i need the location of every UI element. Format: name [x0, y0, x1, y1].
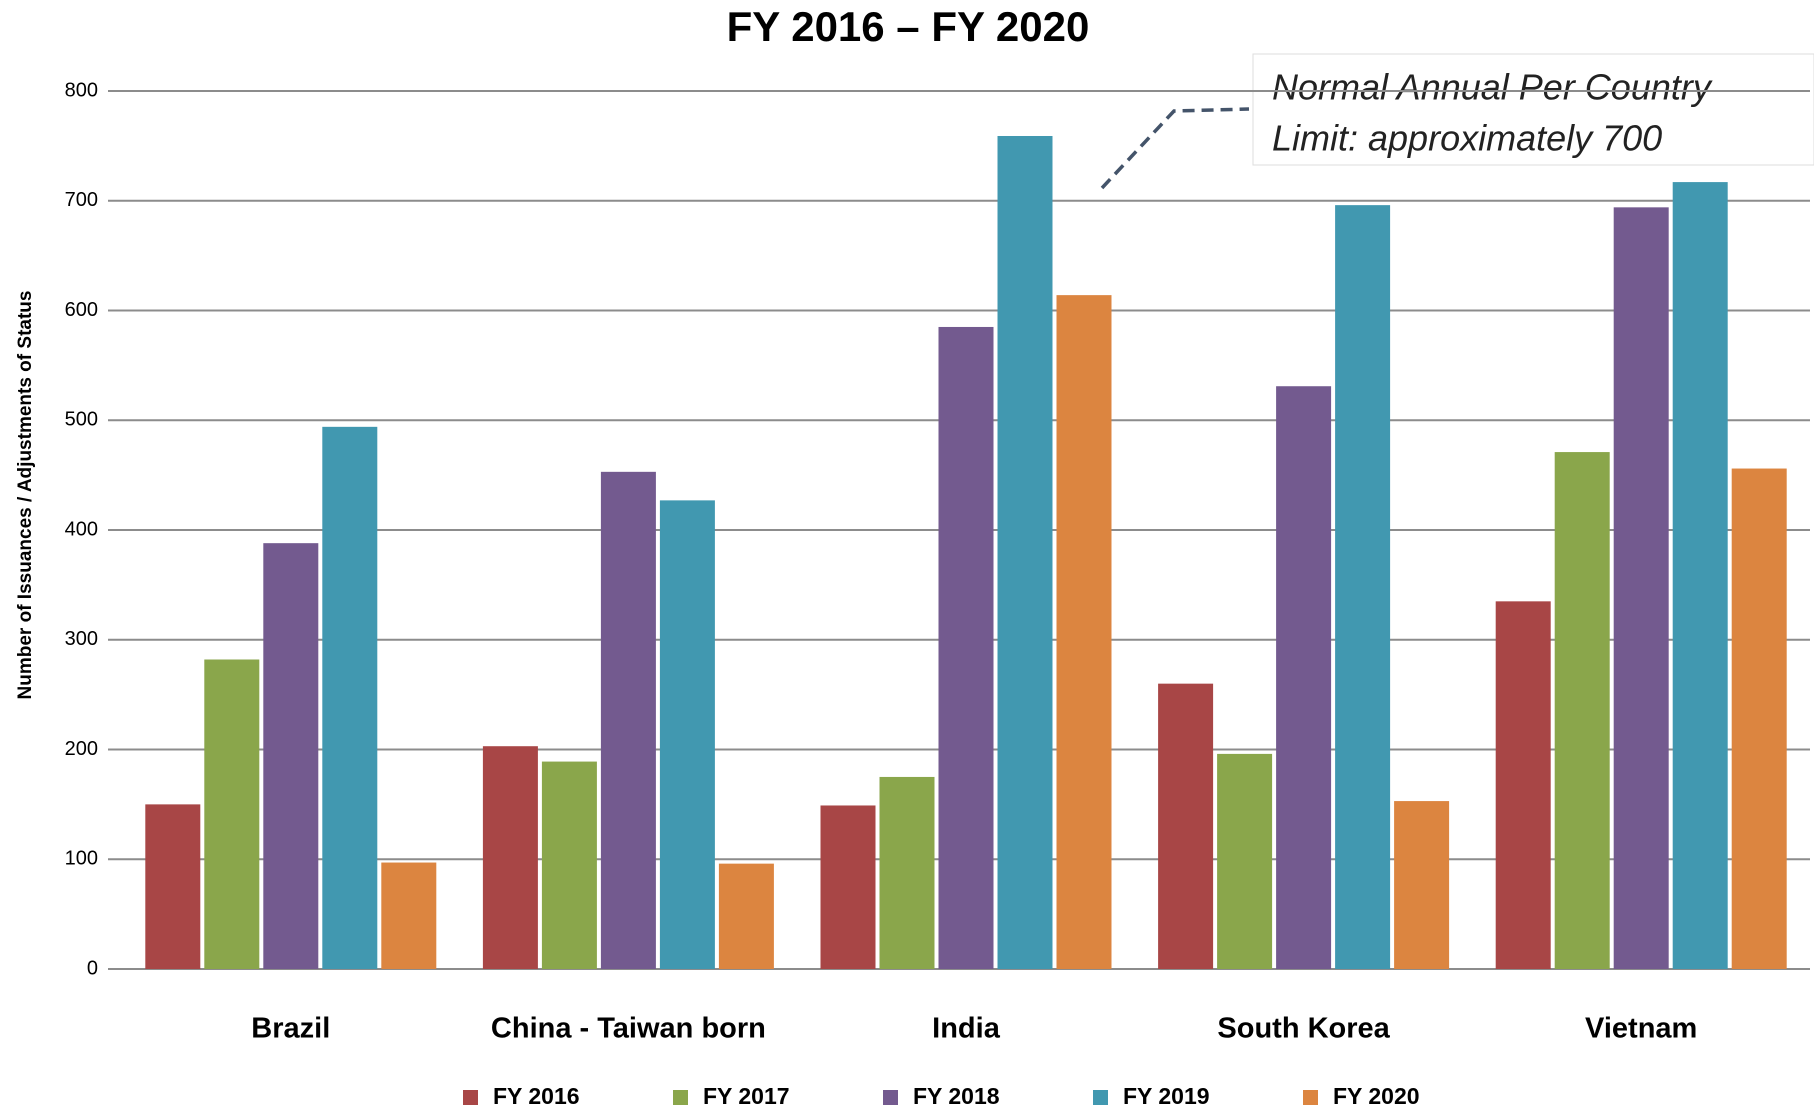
bar [1672, 182, 1728, 969]
bar [1394, 801, 1450, 969]
bar [1056, 295, 1112, 969]
x-tick-label: South Korea [1217, 1013, 1390, 1045]
legend-swatch [1093, 1090, 1108, 1105]
bar [1217, 753, 1273, 969]
y-tick-label: 500 [65, 409, 98, 431]
y-tick-label: 800 [65, 79, 98, 101]
bar [997, 135, 1053, 969]
y-tick-label: 0 [87, 957, 98, 979]
legend-label: FY 2017 [703, 1083, 790, 1109]
bar [1276, 386, 1332, 969]
bar [482, 746, 538, 969]
y-tick-label: 300 [65, 628, 98, 650]
bar [820, 805, 876, 969]
bar [879, 776, 935, 969]
annotation-leader [1100, 107, 1250, 190]
bar [600, 471, 656, 969]
y-tick-label: 100 [65, 848, 98, 870]
bar [1613, 207, 1669, 969]
legend-label: FY 2016 [493, 1083, 580, 1109]
bar [1335, 205, 1391, 969]
bar [204, 659, 260, 969]
annotation: Normal Annual Per Country [1272, 67, 1713, 108]
bar [145, 804, 201, 969]
legend-swatch [883, 1090, 898, 1105]
bar [541, 761, 597, 969]
legend-swatch [1303, 1090, 1318, 1105]
legend-label: FY 2019 [1123, 1083, 1210, 1109]
bar [381, 862, 437, 969]
y-tick-label: 700 [65, 189, 98, 211]
y-tick-label: 400 [65, 518, 98, 540]
bar [938, 326, 994, 969]
x-tick-label: Brazil [251, 1013, 330, 1045]
y-tick-label: 200 [65, 738, 98, 760]
x-tick-label: Vietnam [1585, 1013, 1697, 1045]
bar [1495, 601, 1551, 969]
bar [659, 500, 715, 969]
legend-label: FY 2018 [913, 1083, 1000, 1109]
annotation-box [1252, 53, 1814, 166]
legend-swatch [463, 1090, 478, 1105]
bar [322, 426, 378, 970]
y-axis-label: Number of Issuances / Adjustments of Sta… [15, 291, 36, 700]
y-tick-label: 600 [65, 299, 98, 321]
bar [1158, 683, 1214, 969]
bar [263, 543, 319, 969]
bar [1554, 452, 1610, 969]
legend-swatch [673, 1090, 688, 1105]
bar [1731, 468, 1787, 969]
legend-label: FY 2020 [1333, 1083, 1420, 1109]
x-tick-label: India [932, 1013, 1001, 1045]
chart-title: FY 2016 – FY 2020 [727, 3, 1090, 50]
bar [718, 863, 774, 969]
x-tick-label: China - Taiwan born [491, 1013, 766, 1045]
annotation: Limit: approximately 700 [1272, 118, 1662, 159]
